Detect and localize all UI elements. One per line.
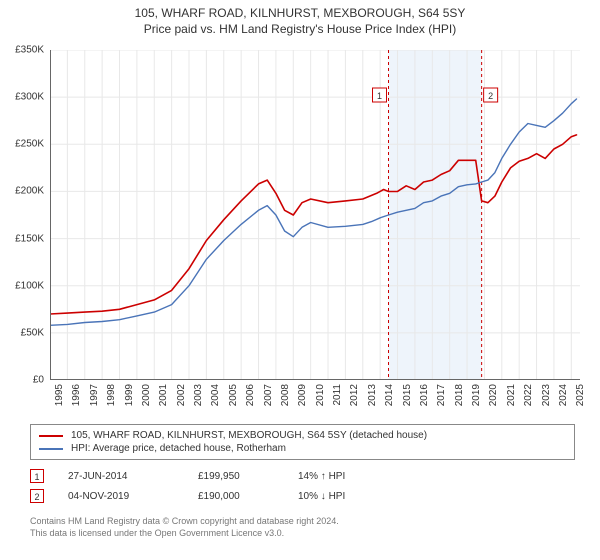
x-tick-label: 2005 xyxy=(228,384,239,406)
x-tick-label: 2021 xyxy=(506,384,517,406)
x-tick-label: 2004 xyxy=(210,384,221,406)
x-tick-label: 2017 xyxy=(436,384,447,406)
x-axis-labels: 1995 1996 1997 1998 1999 2000 2001 2002 2003 2004… xyxy=(50,382,580,422)
event-date: 04-NOV-2019 xyxy=(68,491,198,502)
x-tick-label: 1996 xyxy=(71,384,82,406)
x-tick-label: 2022 xyxy=(523,384,534,406)
event-delta: 14% ↑ HPI xyxy=(298,471,418,482)
footer-line-2: This data is licensed under the Open Gov… xyxy=(30,528,575,540)
svg-text:2: 2 xyxy=(488,91,493,101)
x-tick-label: 2008 xyxy=(280,384,291,406)
legend-row: 105, WHARF ROAD, KILNHURST, MEXBOROUGH, … xyxy=(39,429,566,442)
x-tick-label: 2000 xyxy=(141,384,152,406)
chart-container: 105, WHARF ROAD, KILNHURST, MEXBOROUGH, … xyxy=(0,0,600,560)
y-tick-label: £300K xyxy=(15,92,44,103)
x-tick-label: 2023 xyxy=(541,384,552,406)
y-tick-label: £350K xyxy=(15,45,44,56)
event-row: 1 27-JUN-2014£199,95014% ↑ HPI xyxy=(30,466,575,486)
y-tick-label: £50K xyxy=(21,327,44,338)
legend-label: HPI: Average price, detached house, Roth… xyxy=(71,443,286,454)
title-block: 105, WHARF ROAD, KILNHURST, MEXBOROUGH, … xyxy=(0,0,600,36)
x-tick-label: 2011 xyxy=(332,384,343,406)
x-tick-label: 2019 xyxy=(471,384,482,406)
y-axis-labels: £0£50K£100K£150K£200K£250K£300K£350K xyxy=(0,50,48,380)
plot-area: 12 xyxy=(50,50,580,380)
x-tick-label: 2009 xyxy=(297,384,308,406)
footer-line-1: Contains HM Land Registry data © Crown c… xyxy=(30,516,575,528)
x-tick-label: 2025 xyxy=(575,384,586,406)
x-tick-label: 2003 xyxy=(193,384,204,406)
event-delta: 10% ↓ HPI xyxy=(298,491,418,502)
event-badge: 1 xyxy=(30,469,44,483)
plot-svg: 12 xyxy=(50,50,580,380)
event-date: 27-JUN-2014 xyxy=(68,471,198,482)
chart-subtitle: Price paid vs. HM Land Registry's House … xyxy=(0,20,600,36)
x-tick-label: 1998 xyxy=(106,384,117,406)
y-tick-label: £250K xyxy=(15,139,44,150)
x-tick-label: 2018 xyxy=(454,384,465,406)
event-price: £199,950 xyxy=(198,471,298,482)
x-tick-label: 2012 xyxy=(349,384,360,406)
y-tick-label: £150K xyxy=(15,233,44,244)
legend-label: 105, WHARF ROAD, KILNHURST, MEXBOROUGH, … xyxy=(71,430,427,441)
x-tick-label: 2001 xyxy=(158,384,169,406)
x-tick-label: 2016 xyxy=(419,384,430,406)
x-tick-label: 2002 xyxy=(176,384,187,406)
event-row: 2 04-NOV-2019£190,00010% ↓ HPI xyxy=(30,486,575,506)
legend-box: 105, WHARF ROAD, KILNHURST, MEXBOROUGH, … xyxy=(30,424,575,460)
y-tick-label: £0 xyxy=(33,375,44,386)
svg-text:1: 1 xyxy=(377,91,382,101)
y-tick-label: £200K xyxy=(15,186,44,197)
x-tick-label: 1999 xyxy=(124,384,135,406)
x-tick-label: 2014 xyxy=(384,384,395,406)
x-tick-label: 2007 xyxy=(263,384,274,406)
chart-title: 105, WHARF ROAD, KILNHURST, MEXBOROUGH, … xyxy=(0,6,600,20)
legend-swatch xyxy=(39,448,63,450)
x-tick-label: 2024 xyxy=(558,384,569,406)
y-tick-label: £100K xyxy=(15,280,44,291)
legend-row: HPI: Average price, detached house, Roth… xyxy=(39,442,566,455)
event-badge: 2 xyxy=(30,489,44,503)
x-tick-label: 2006 xyxy=(245,384,256,406)
events-table: 1 27-JUN-2014£199,95014% ↑ HPI 2 04-NOV-201… xyxy=(30,466,575,506)
x-tick-label: 2010 xyxy=(315,384,326,406)
x-tick-label: 2013 xyxy=(367,384,378,406)
x-tick-label: 2020 xyxy=(488,384,499,406)
footer-attribution: Contains HM Land Registry data © Crown c… xyxy=(30,516,575,539)
x-tick-label: 2015 xyxy=(402,384,413,406)
event-price: £190,000 xyxy=(198,491,298,502)
x-tick-label: 1997 xyxy=(89,384,100,406)
legend-swatch xyxy=(39,435,63,437)
x-tick-label: 1995 xyxy=(54,384,65,406)
